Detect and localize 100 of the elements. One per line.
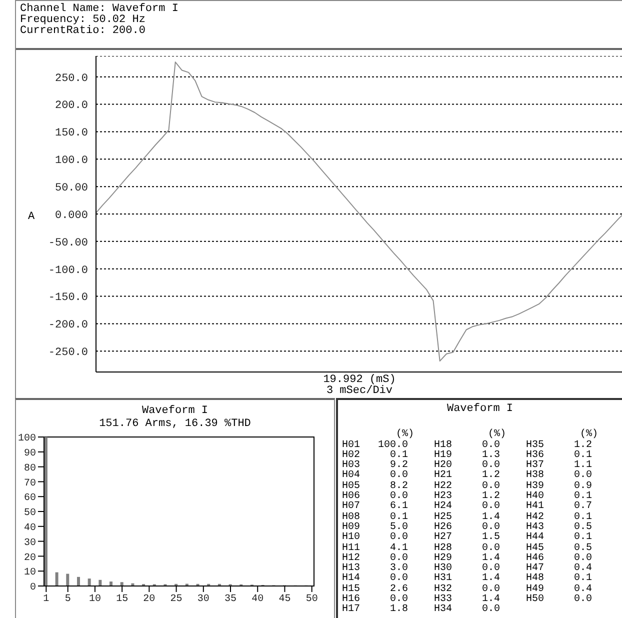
x-tick-label: 15 xyxy=(116,594,128,606)
y-tick-label: 50 xyxy=(24,508,36,520)
category-label: H01 xyxy=(342,440,362,451)
category-label: H16 xyxy=(342,594,362,606)
x-tick-label: 35 xyxy=(224,594,237,606)
category-label: H27 xyxy=(434,532,454,544)
data-label: 0.1 xyxy=(572,573,592,584)
y-tick-label: -150.0 xyxy=(48,292,88,304)
data-label: 1.8 xyxy=(388,604,408,616)
category-label: H24 xyxy=(434,501,454,512)
category-label: H35 xyxy=(526,440,546,451)
category-label: H09 xyxy=(342,522,362,533)
data-label: 1.1 xyxy=(572,460,592,472)
text: (%) xyxy=(580,429,598,440)
category-label: H31 xyxy=(434,573,454,584)
category-label: H03 xyxy=(342,460,362,472)
text: CurrentRatio: 200.0 xyxy=(20,25,146,37)
data-label: 0.7 xyxy=(572,501,592,512)
y-tick-label: 200.0 xyxy=(54,100,88,112)
data-label: 0.0 xyxy=(480,542,500,554)
category-label: H30 xyxy=(434,563,454,574)
y-tick-label: 70 xyxy=(24,478,36,490)
data-label: 1.4 xyxy=(480,552,500,564)
category-label: H34 xyxy=(434,604,454,616)
x-tick-label: 1 xyxy=(43,594,50,606)
category-label: H47 xyxy=(526,563,546,574)
data-label: 0.4 xyxy=(572,563,592,574)
data-label: 0.0 xyxy=(480,563,500,574)
category-label: H04 xyxy=(342,470,362,482)
category-label: H26 xyxy=(434,522,454,533)
category-label: H22 xyxy=(434,480,454,492)
data-label: 0.4 xyxy=(572,584,592,595)
text: (%) xyxy=(488,429,506,440)
category-label: H48 xyxy=(526,573,546,584)
category-label: H40 xyxy=(526,491,546,502)
data-label: 0.0 xyxy=(388,491,408,502)
category-label: H28 xyxy=(434,542,454,554)
category-label: H37 xyxy=(526,460,546,472)
category-label: H12 xyxy=(342,552,362,564)
chart-subtitle: 151.76 Arms, 16.39 %THD xyxy=(98,418,252,431)
data-label: 0.1 xyxy=(572,532,592,544)
data-label: 0.1 xyxy=(388,450,408,461)
y-tick-label: -50.00 xyxy=(48,237,88,250)
category-label: H39 xyxy=(526,480,546,492)
category-label: H14 xyxy=(342,573,362,584)
category-label: H41 xyxy=(526,501,546,512)
data-label: 2.6 xyxy=(388,584,408,595)
data-label: 5.0 xyxy=(388,522,408,533)
category-label: H18 xyxy=(434,440,454,451)
category-label: H33 xyxy=(434,594,454,606)
data-label: 0.0 xyxy=(480,501,500,512)
y-tick-label: 80 xyxy=(24,463,36,474)
y-tick-label: -100.0 xyxy=(48,264,88,277)
data-label: 0.9 xyxy=(572,480,592,492)
data-label: 0.1 xyxy=(388,512,408,523)
category-label: H08 xyxy=(342,512,362,523)
data-label: 1.4 xyxy=(480,594,500,606)
category-label: H19 xyxy=(434,450,454,461)
y-tick-label: 100.0 xyxy=(54,155,88,168)
category-label: H42 xyxy=(526,512,546,523)
chart-title: Waveform I xyxy=(140,405,209,418)
category-label: H25 xyxy=(434,512,454,523)
data-label: 3.0 xyxy=(388,563,408,574)
category-label: H32 xyxy=(434,584,454,595)
data-label: 0.0 xyxy=(388,552,408,564)
x-tick-label: 25 xyxy=(170,594,182,606)
data-label: 4.1 xyxy=(388,542,408,554)
data-label: 1.3 xyxy=(480,450,500,461)
data-label: 0.0 xyxy=(480,460,500,472)
x-tick-label: 45 xyxy=(278,594,291,606)
data-label: 1.4 xyxy=(480,573,500,584)
data-label: 9.2 xyxy=(388,460,408,472)
category-label: H44 xyxy=(526,532,546,544)
data-label: 1.4 xyxy=(480,512,500,523)
category-label: H02 xyxy=(342,450,362,461)
data-label: 1.2 xyxy=(572,440,592,451)
x-tick-label: 40 xyxy=(252,594,264,606)
y-tick-label: 10 xyxy=(24,568,36,579)
category-label: H29 xyxy=(434,552,454,564)
data-label: 8.2 xyxy=(388,480,408,492)
y-tick-label: 100 xyxy=(18,434,36,445)
text: Frequency: 50.02 Hz xyxy=(20,14,146,26)
data-label: 0.0 xyxy=(572,470,592,482)
data-label: 0.1 xyxy=(572,450,592,461)
data-label: 0.1 xyxy=(572,491,592,502)
category-label: H10 xyxy=(342,532,362,544)
y-tick-label: -200.0 xyxy=(48,320,88,332)
category-label: H49 xyxy=(526,584,546,595)
data-label: 0.0 xyxy=(388,532,408,544)
y-tick-label: 0.000 xyxy=(54,210,88,222)
category-label: H38 xyxy=(526,470,546,482)
data-label: 0.0 xyxy=(480,480,500,492)
y-tick-label: 90 xyxy=(24,448,36,460)
category-label: H06 xyxy=(342,491,362,502)
y-tick-label: 30 xyxy=(24,538,36,549)
x-tick-label: 50 xyxy=(306,594,318,606)
text: Channel Name: Waveform I xyxy=(20,3,180,15)
category-label: H20 xyxy=(434,460,454,472)
category-label: H45 xyxy=(526,542,546,554)
category-label: H07 xyxy=(342,501,362,512)
